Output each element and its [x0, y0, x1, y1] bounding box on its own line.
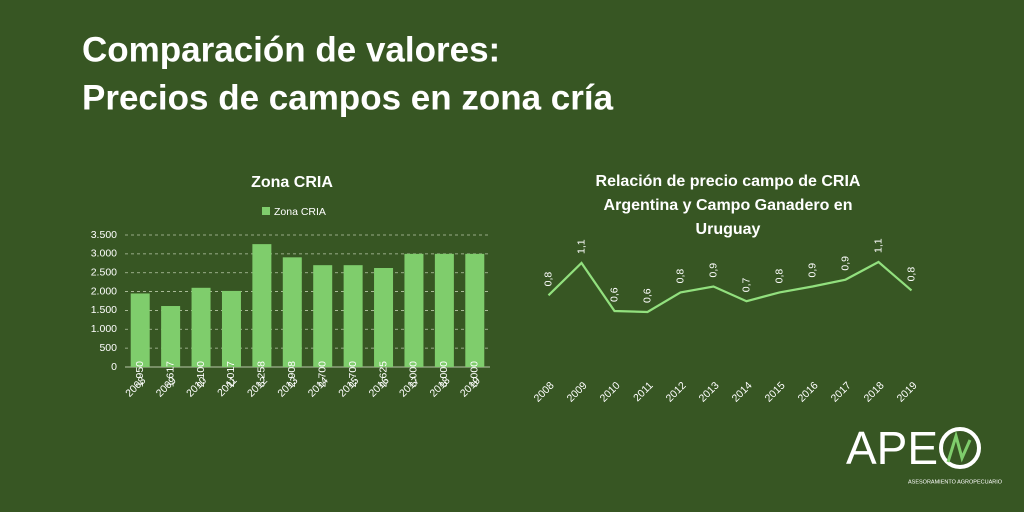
bar [374, 268, 394, 367]
y-tick-label: 3.500 [91, 229, 117, 241]
logo-name: APE [846, 422, 938, 474]
bar-value-label: 3.258 [256, 361, 268, 387]
bar [434, 253, 454, 367]
point-value-label: 0,8 [905, 267, 917, 282]
point-value-label: 0,7 [740, 277, 752, 292]
bar-value-label: 1.950 [134, 361, 146, 387]
bar-value-label: 3.000 [438, 361, 450, 387]
y-tick-label: 1.000 [91, 323, 117, 335]
bar-value-label: 1.617 [164, 361, 176, 387]
point-value-label: 1,1 [872, 238, 884, 253]
point-value-label: 0,9 [839, 256, 851, 271]
point-value-label: 0,9 [806, 263, 818, 278]
point-value-label: 0,9 [707, 263, 719, 278]
point-value-label: 0,8 [542, 272, 554, 287]
bar [404, 253, 424, 367]
y-tick-label: 500 [99, 342, 117, 354]
bar-value-label: 2.700 [316, 361, 328, 387]
slide-title: Precios de campos en zona cría [82, 78, 614, 117]
bar-value-label: 3.000 [469, 361, 481, 387]
bar-value-label: 2.700 [347, 361, 359, 387]
line [547, 260, 913, 314]
bar [252, 244, 272, 367]
y-tick-label: 2.000 [91, 285, 117, 297]
y-tick-label: 3.000 [91, 248, 117, 260]
logo-grass [946, 430, 972, 463]
chart-title: Uruguay [696, 221, 761, 238]
logo-ring [939, 427, 981, 469]
y-tick-label: 2.500 [91, 266, 117, 278]
bar [465, 253, 485, 367]
point-value-label: 0,8 [773, 269, 785, 284]
bar-value-label: 2.100 [195, 361, 207, 387]
bar [313, 265, 333, 367]
bar [161, 306, 181, 367]
point-value-label: 1,1 [575, 239, 587, 254]
point-value-label: 0,8 [674, 269, 686, 284]
point-value-label: 0,6 [608, 287, 620, 302]
logo-tagline: ASESORAMIENTO AGROPECUARIO [908, 479, 1003, 485]
legend-label: Zona CRIA [274, 206, 326, 218]
y-tick-label: 0 [111, 361, 117, 373]
chart-title: Zona CRIA [251, 174, 333, 191]
chart-title: Relación de precio campo de CRIA [596, 173, 861, 190]
bar-value-label: 2.625 [377, 361, 389, 387]
chart-title: Argentina y Campo Ganadero en [604, 197, 853, 214]
point-value-label: 0,6 [641, 288, 653, 303]
bar-value-label: 2.908 [286, 361, 298, 387]
bar [343, 265, 363, 367]
bar [130, 293, 150, 367]
slide-title: Comparación de valores: [82, 30, 500, 69]
legend-swatch [262, 207, 270, 215]
bar [282, 257, 302, 367]
bar-value-label: 2.017 [225, 361, 237, 387]
bar [221, 290, 241, 367]
y-tick-label: 1.500 [91, 304, 117, 316]
bar-value-label: 3.000 [408, 361, 420, 387]
bar [191, 287, 211, 367]
